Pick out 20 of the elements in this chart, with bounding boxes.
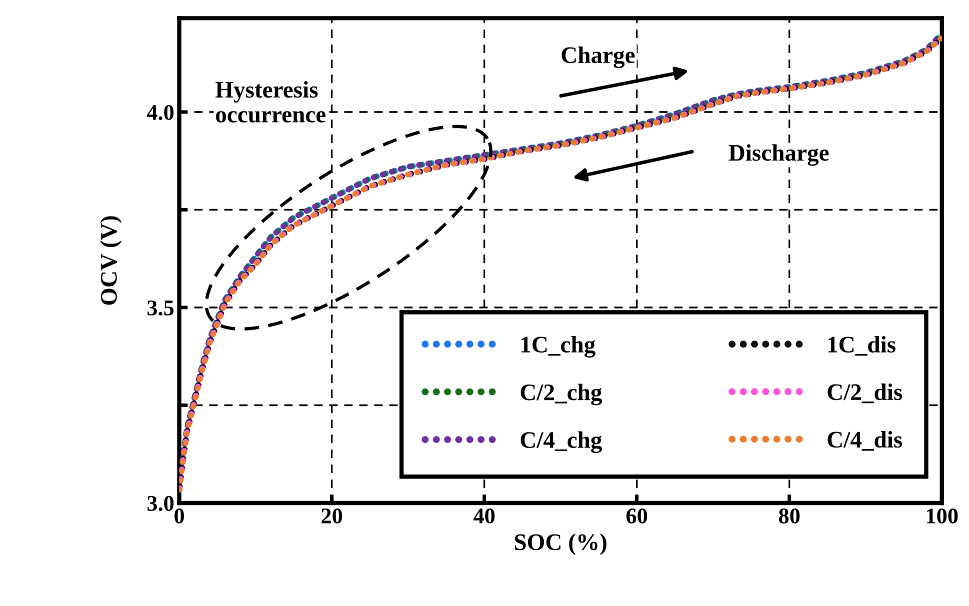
legend-label: 1C_dis <box>828 336 896 356</box>
x-tick-label: 40 <box>474 508 495 524</box>
x-tick-label: 20 <box>322 508 342 524</box>
x-tick-label: 0 <box>174 508 184 524</box>
annotation: Charge <box>562 46 635 68</box>
x-tick-label: 100 <box>926 508 958 524</box>
x-axis-title: SOC (%) <box>514 534 606 555</box>
x-tick-label: 80 <box>778 508 800 524</box>
x-tick-label: 60 <box>626 508 648 524</box>
y-tick-label: 3.0 <box>147 496 174 512</box>
y-tick-label: 3.5 <box>147 300 174 316</box>
annotation: Discharge <box>728 144 829 166</box>
legend-label: C/4_dis <box>828 431 902 451</box>
annotation: Hysteresis occurrence <box>216 81 326 123</box>
y-tick-label: 4.0 <box>146 104 174 120</box>
legend-label: C/2_dis <box>828 384 902 404</box>
y-axis-title: OCV (V) <box>100 216 122 305</box>
legend-label: C/4_chg <box>520 431 602 454</box>
legend-label: C/2_chg <box>520 384 602 406</box>
legend-label: 1C_chg <box>521 336 596 358</box>
